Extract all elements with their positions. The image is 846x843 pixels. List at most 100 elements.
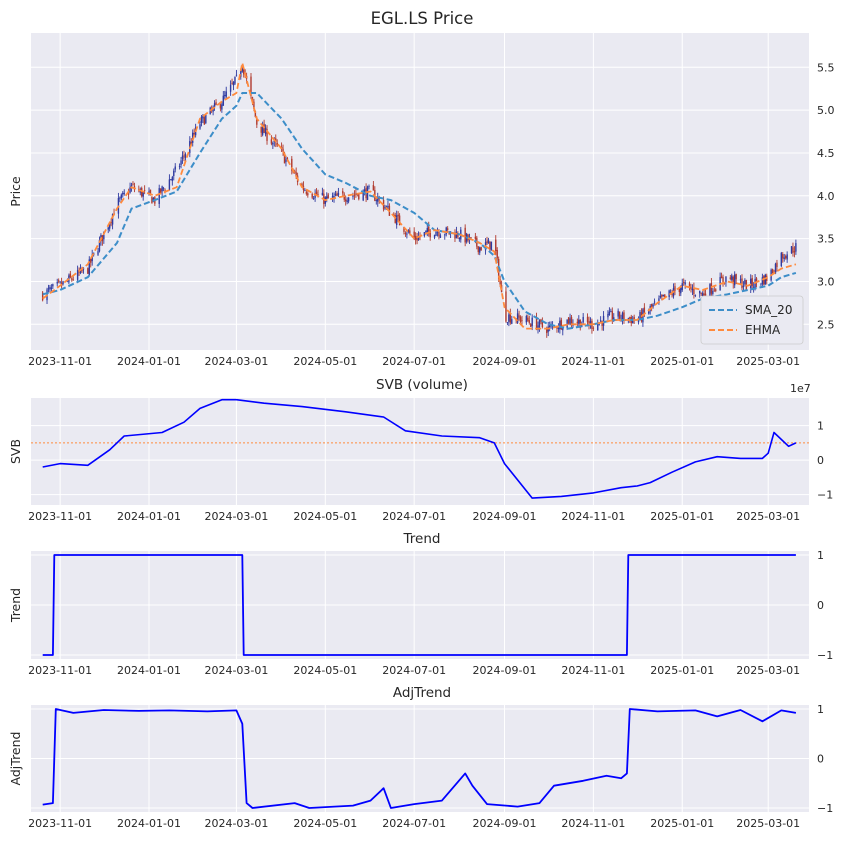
candle-body xyxy=(633,317,635,321)
candle-body xyxy=(285,159,287,162)
candle-body xyxy=(562,328,564,331)
candle-body xyxy=(607,313,609,318)
candle-body xyxy=(428,226,430,232)
candle-body xyxy=(384,207,386,209)
candle-body xyxy=(629,317,631,319)
x-tick-label: 2024-05-01 xyxy=(293,664,357,677)
candle-body xyxy=(755,278,758,283)
x-tick-label: 2025-01-01 xyxy=(650,817,714,830)
y-tick-label: 4.5 xyxy=(817,147,835,160)
candle-body xyxy=(729,277,732,279)
y-tick-label: 0 xyxy=(817,599,824,612)
candle-body xyxy=(496,249,498,259)
candle-body xyxy=(731,275,733,280)
trend-line xyxy=(42,554,796,656)
candle-body xyxy=(417,235,420,240)
candle-body xyxy=(219,104,222,109)
candle-body xyxy=(170,179,172,181)
candle-body xyxy=(739,279,742,281)
candle-body xyxy=(700,292,702,294)
candle-body xyxy=(426,227,428,233)
candle-body xyxy=(416,237,418,241)
candle-body xyxy=(122,192,124,195)
candle-body xyxy=(508,314,510,322)
candle-body xyxy=(311,193,313,198)
candle-body xyxy=(110,222,112,223)
candle-body xyxy=(678,288,681,293)
candle-body xyxy=(229,84,232,92)
candle-body xyxy=(231,83,233,84)
candle-body xyxy=(479,247,481,253)
candle-body xyxy=(793,251,796,253)
candle-body xyxy=(617,310,619,317)
x-tick-label: 2023-11-01 xyxy=(28,510,92,523)
candle-body xyxy=(315,191,318,196)
x-tick-label: 2024-09-01 xyxy=(473,510,537,523)
candle-body xyxy=(569,318,571,325)
candle-body xyxy=(457,233,459,238)
candle-body xyxy=(158,188,160,204)
candle-body xyxy=(168,179,171,191)
candle-body xyxy=(541,320,544,328)
candle-body xyxy=(782,254,784,259)
x-tick-label: 2025-01-01 xyxy=(650,664,714,677)
candle-body xyxy=(180,160,182,166)
candle-body xyxy=(250,76,252,96)
candle-body xyxy=(406,233,408,235)
candle-body xyxy=(519,317,522,323)
y-axis-label: AdjTrend xyxy=(8,732,23,786)
candle-body xyxy=(353,194,356,196)
candle-body xyxy=(658,298,660,303)
x-tick-label: 2024-01-01 xyxy=(117,510,181,523)
candle-body xyxy=(260,126,262,133)
y-tick-label: 0 xyxy=(817,753,824,766)
candle-body xyxy=(413,231,415,239)
x-tick-label: 2025-03-01 xyxy=(736,355,800,368)
candle-body xyxy=(664,294,666,298)
candle-body xyxy=(525,316,528,323)
candle-body xyxy=(499,278,501,285)
candle-body xyxy=(662,294,665,297)
candle-body xyxy=(377,197,379,202)
candle-body xyxy=(173,170,175,176)
candle-body xyxy=(531,317,533,326)
candle-body xyxy=(414,235,417,240)
candle-body xyxy=(691,288,694,291)
candle-body xyxy=(511,319,513,324)
candle-body xyxy=(602,315,605,326)
candle-body xyxy=(751,278,753,286)
candle-body xyxy=(88,259,90,275)
candle-body xyxy=(589,320,592,325)
candle-body xyxy=(347,197,350,202)
candle-body xyxy=(567,317,570,324)
candle-body xyxy=(305,192,308,194)
candle-body xyxy=(337,192,340,196)
candle-body xyxy=(505,291,507,322)
candle-body xyxy=(120,194,123,199)
legend: SMA_20 EHMA xyxy=(700,295,804,345)
candle-body xyxy=(264,127,267,135)
candle-body xyxy=(597,322,599,331)
candle-body xyxy=(403,227,405,232)
candle-body xyxy=(470,237,472,238)
candle-body xyxy=(436,231,439,233)
candle-body xyxy=(764,274,766,285)
candle-body xyxy=(183,155,185,157)
candle-body xyxy=(653,301,656,303)
candle-body xyxy=(149,189,152,195)
candle-body xyxy=(344,199,347,202)
candle-body xyxy=(477,246,479,253)
candle-body xyxy=(681,283,683,290)
candle-body xyxy=(205,114,207,123)
candle-body xyxy=(601,320,603,326)
candle-body xyxy=(286,158,289,159)
candle-body xyxy=(557,327,560,330)
candle-body xyxy=(713,289,715,291)
candle-body xyxy=(346,200,348,203)
candle-body xyxy=(52,284,54,287)
candle-body xyxy=(455,231,458,239)
candle-body xyxy=(425,230,427,232)
candle-body xyxy=(62,281,64,285)
x-tick-label: 2024-09-01 xyxy=(473,355,537,368)
